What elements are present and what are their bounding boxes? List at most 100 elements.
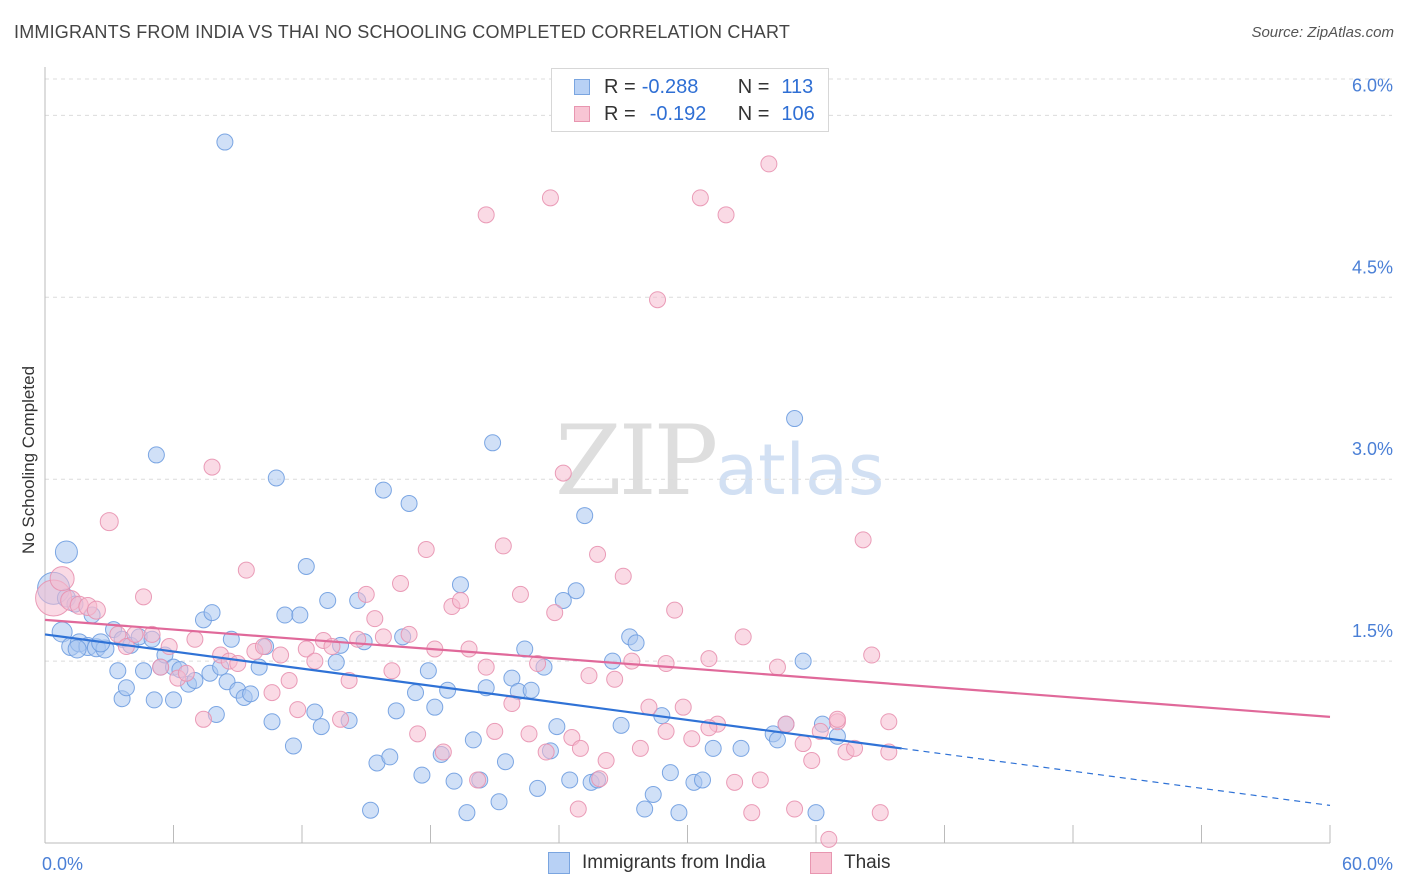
thai-point <box>700 650 718 668</box>
r-label: R = <box>604 75 636 98</box>
thai-point <box>383 662 401 680</box>
india-point <box>490 793 508 811</box>
thai-point <box>554 464 572 482</box>
india-swatch <box>574 79 590 95</box>
thai-point <box>871 804 889 822</box>
india-point <box>291 606 309 624</box>
watermark: ZIPatlas <box>555 405 884 517</box>
thai-point <box>409 725 427 743</box>
thai-swatch <box>574 106 590 122</box>
india-r-value: -0.288 <box>641 75 699 98</box>
thai-point <box>683 730 701 748</box>
thai-point <box>614 567 632 585</box>
thai-point <box>511 585 529 603</box>
india-point <box>216 133 234 151</box>
india-point <box>312 718 330 736</box>
trend-lines <box>44 618 1331 807</box>
thai-point <box>674 698 692 716</box>
thai-point <box>289 701 307 719</box>
thai-point <box>820 830 838 848</box>
thai-point <box>272 646 290 664</box>
india-point <box>445 772 463 790</box>
thai-point <box>794 735 812 753</box>
thai-point <box>143 625 161 643</box>
tick-labels: 1.5% 3.0% 4.5% 6.0% 0.0% 60.0% No Schooling Co… <box>19 75 1393 874</box>
thai-point <box>717 206 735 224</box>
india-point <box>426 698 444 716</box>
india-point <box>548 718 566 736</box>
india-point <box>636 800 654 818</box>
thai-point <box>254 638 272 656</box>
thai-point <box>400 625 418 643</box>
india-point <box>109 662 127 680</box>
thai-point <box>606 670 624 688</box>
legend-row-india: R = -0.288 N = 113 <box>574 74 813 100</box>
india-legend-label: Immigrants from India <box>582 852 766 873</box>
thai-point <box>623 652 641 670</box>
thai-legend-swatch <box>810 852 832 874</box>
thai-legend-label: Thais <box>844 852 891 873</box>
thai-point <box>846 739 864 757</box>
thai-point <box>597 752 615 770</box>
thai-point <box>486 722 504 740</box>
thai-point <box>451 591 469 609</box>
y-axis-label: No Schooling Completed <box>19 366 38 554</box>
source-credit: Source: ZipAtlas.com <box>1251 24 1394 41</box>
thai-point <box>734 628 752 646</box>
india-point <box>529 779 547 797</box>
india-point <box>576 507 594 525</box>
thai-point <box>580 667 598 685</box>
y-tick-label: 3.0% <box>1352 439 1393 459</box>
india-point <box>203 604 221 622</box>
thai-point <box>777 715 795 733</box>
india-point <box>413 766 431 784</box>
thai-point <box>591 770 609 788</box>
india-point <box>644 785 662 803</box>
india-point <box>263 713 281 731</box>
thai-point <box>374 628 392 646</box>
india-point <box>458 804 476 822</box>
y-tick-label: 4.5% <box>1352 257 1393 277</box>
thai-point <box>177 664 195 682</box>
india-point <box>670 804 688 822</box>
india-point <box>284 737 302 755</box>
india-point <box>464 731 482 749</box>
india-point <box>145 691 163 709</box>
india-point <box>604 652 622 670</box>
thai-point <box>460 640 478 658</box>
thai-point <box>589 545 607 563</box>
india-point <box>496 753 514 771</box>
thai-point <box>194 710 212 728</box>
thai-point <box>760 155 778 173</box>
x-tick-label-max: 60.0% <box>1342 854 1393 874</box>
thai-n-value: 106 <box>781 102 815 125</box>
thai-point <box>229 655 247 673</box>
india-point <box>297 558 315 576</box>
india-point <box>387 702 405 720</box>
thai-point <box>537 743 555 761</box>
india-points <box>37 133 846 822</box>
thai-point <box>135 588 153 606</box>
india-point <box>54 540 78 564</box>
india-point <box>400 494 418 512</box>
thai-point <box>649 291 667 309</box>
india-point <box>693 771 711 789</box>
thai-point <box>657 722 675 740</box>
thai-point <box>494 537 512 555</box>
thai-point <box>880 713 898 731</box>
india-trend-line <box>44 633 902 750</box>
thai-point <box>529 655 547 673</box>
thai-point <box>99 512 119 532</box>
n-label: N = <box>737 75 770 98</box>
india-point <box>276 606 294 624</box>
india-point <box>627 634 645 652</box>
india-point <box>319 591 337 609</box>
india-point <box>768 731 786 749</box>
india-point <box>661 764 679 782</box>
thai-point <box>743 804 761 822</box>
thai-point <box>640 698 658 716</box>
india-point <box>67 639 87 659</box>
india-point <box>362 801 380 819</box>
thai-point <box>569 800 587 818</box>
